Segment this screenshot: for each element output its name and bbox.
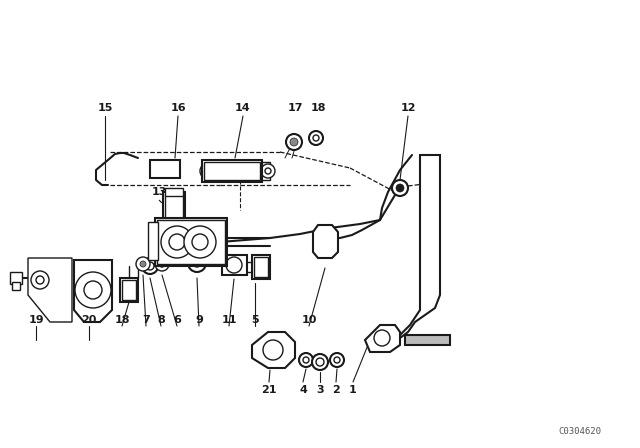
- Text: 4: 4: [299, 385, 307, 395]
- Text: 6: 6: [173, 315, 181, 325]
- Bar: [122, 280, 136, 300]
- Polygon shape: [395, 155, 440, 340]
- Circle shape: [146, 262, 154, 270]
- Circle shape: [159, 261, 165, 267]
- Circle shape: [200, 163, 216, 179]
- Bar: [202, 160, 262, 182]
- Text: 2: 2: [332, 385, 340, 395]
- Circle shape: [396, 184, 404, 192]
- Bar: [150, 160, 180, 178]
- Bar: [157, 220, 225, 264]
- Text: 7: 7: [142, 315, 150, 325]
- Circle shape: [392, 180, 408, 196]
- Bar: [10, 272, 22, 284]
- Circle shape: [193, 259, 201, 267]
- Text: 21: 21: [261, 385, 276, 395]
- Polygon shape: [365, 325, 400, 352]
- Circle shape: [75, 272, 111, 308]
- Text: 8: 8: [157, 315, 165, 325]
- Circle shape: [312, 354, 328, 370]
- Text: 20: 20: [81, 315, 97, 325]
- Text: 10: 10: [301, 315, 317, 325]
- Bar: [254, 257, 268, 277]
- Polygon shape: [252, 332, 295, 368]
- Bar: [405, 335, 450, 345]
- Circle shape: [309, 131, 323, 145]
- Circle shape: [154, 163, 166, 175]
- Text: 12: 12: [400, 103, 416, 113]
- Bar: [155, 218, 227, 266]
- Circle shape: [263, 340, 283, 360]
- Circle shape: [204, 167, 212, 175]
- Circle shape: [36, 276, 44, 284]
- Circle shape: [299, 353, 313, 367]
- Bar: [165, 188, 183, 196]
- Text: 14: 14: [235, 103, 251, 113]
- Circle shape: [84, 281, 102, 299]
- Circle shape: [261, 164, 275, 178]
- Text: 13: 13: [151, 187, 166, 197]
- Text: 18: 18: [310, 103, 326, 113]
- Circle shape: [31, 271, 49, 289]
- Circle shape: [192, 234, 208, 250]
- Circle shape: [184, 226, 216, 258]
- Bar: [163, 192, 185, 222]
- Bar: [222, 255, 247, 275]
- Text: 11: 11: [221, 315, 237, 325]
- Circle shape: [226, 257, 242, 273]
- Circle shape: [286, 134, 302, 150]
- Bar: [12, 282, 20, 290]
- Circle shape: [316, 358, 324, 366]
- Text: 17: 17: [287, 103, 303, 113]
- Circle shape: [142, 258, 158, 274]
- Bar: [120, 278, 138, 302]
- Polygon shape: [313, 225, 338, 258]
- Text: 5: 5: [251, 315, 259, 325]
- Circle shape: [374, 330, 390, 346]
- Polygon shape: [28, 258, 72, 322]
- Bar: [258, 162, 270, 180]
- Bar: [252, 255, 270, 279]
- Circle shape: [161, 226, 193, 258]
- Circle shape: [265, 168, 271, 174]
- Text: C0304620: C0304620: [559, 427, 602, 436]
- Circle shape: [330, 353, 344, 367]
- Circle shape: [290, 138, 298, 146]
- Circle shape: [157, 166, 163, 172]
- Text: 19: 19: [28, 315, 44, 325]
- Polygon shape: [74, 260, 112, 322]
- Bar: [204, 162, 260, 180]
- Circle shape: [140, 261, 146, 267]
- Text: 9: 9: [195, 315, 203, 325]
- Text: 18: 18: [115, 315, 130, 325]
- Circle shape: [334, 357, 340, 363]
- Circle shape: [303, 357, 309, 363]
- Text: 3: 3: [316, 385, 324, 395]
- Circle shape: [171, 203, 177, 209]
- Bar: [165, 194, 183, 220]
- Bar: [148, 222, 158, 260]
- Text: 1: 1: [349, 385, 357, 395]
- Circle shape: [136, 257, 150, 271]
- Circle shape: [155, 257, 169, 271]
- Circle shape: [167, 199, 181, 213]
- Circle shape: [169, 234, 185, 250]
- Text: 16: 16: [170, 103, 186, 113]
- Circle shape: [188, 254, 206, 272]
- Text: 15: 15: [97, 103, 113, 113]
- Circle shape: [313, 135, 319, 141]
